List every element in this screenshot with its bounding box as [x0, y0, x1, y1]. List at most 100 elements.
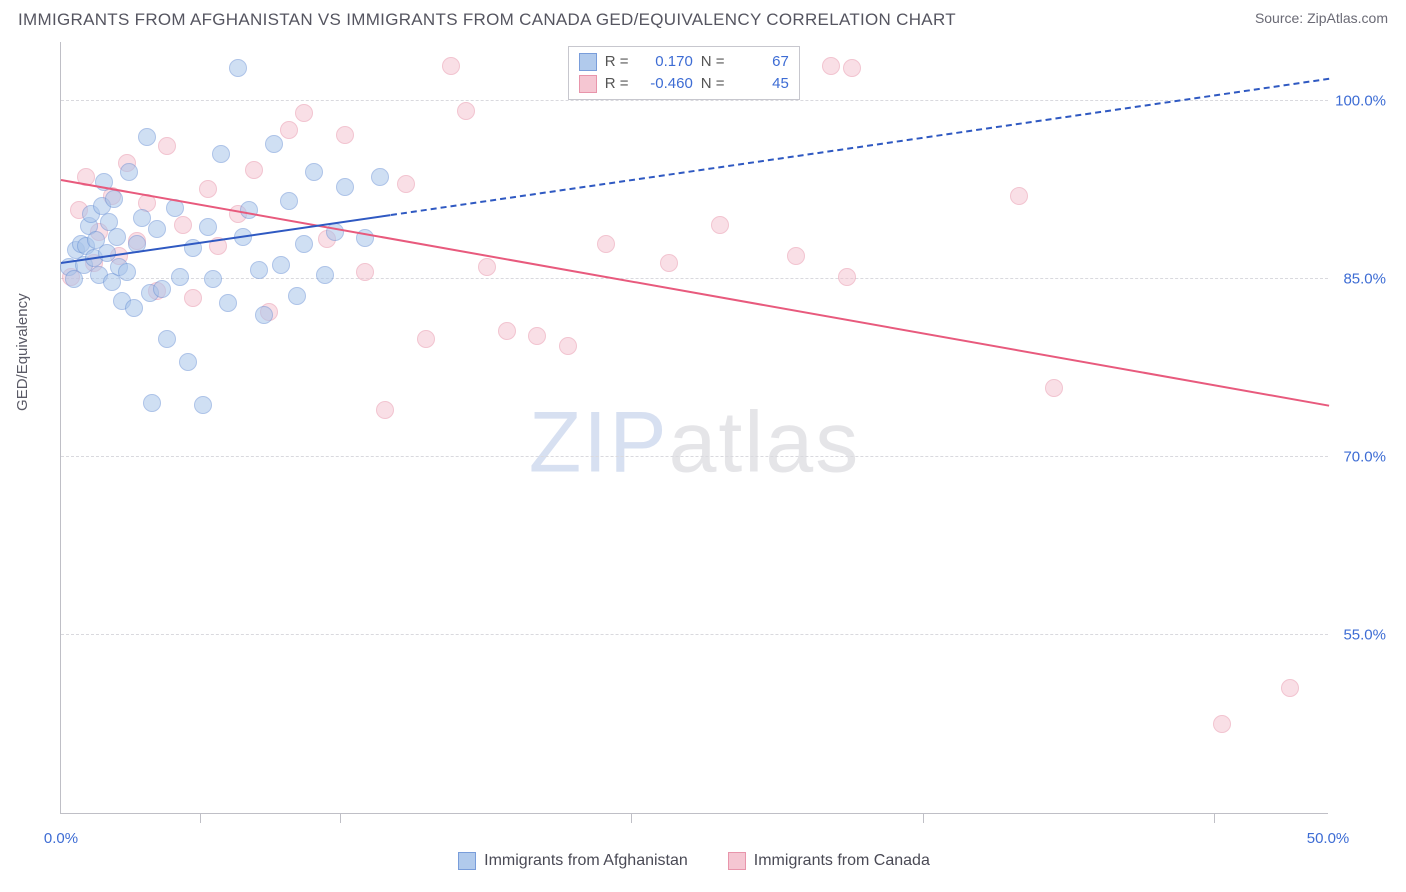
data-point [118, 263, 136, 281]
data-point [280, 121, 298, 139]
bottom-legend: Immigrants from Afghanistan Immigrants f… [60, 848, 1328, 874]
stats-row-series-1: R = 0.170 N = 67 [579, 51, 789, 73]
data-point [838, 268, 856, 286]
data-point [597, 235, 615, 253]
r-value-series-1: 0.170 [641, 51, 693, 73]
data-point [148, 220, 166, 238]
y-tick-label: 70.0% [1343, 449, 1386, 466]
stats-row-series-2: R = -0.460 N = 45 [579, 73, 789, 95]
data-point [212, 145, 230, 163]
data-point [295, 104, 313, 122]
data-point [219, 294, 237, 312]
data-point [245, 161, 263, 179]
swatch-series-1 [579, 53, 597, 71]
data-point [179, 353, 197, 371]
data-point [288, 287, 306, 305]
plot-region: ZIPatlas R = 0.170 N = 67 R = -0.460 N =… [60, 42, 1328, 814]
data-point [158, 137, 176, 155]
data-point [105, 190, 123, 208]
trend-line [391, 78, 1330, 216]
correlation-stats-box: R = 0.170 N = 67 R = -0.460 N = 45 [568, 46, 800, 100]
r-value-series-2: -0.460 [641, 73, 693, 95]
data-point [711, 216, 729, 234]
gridline [61, 100, 1328, 101]
chart-header: IMMIGRANTS FROM AFGHANISTAN VS IMMIGRANT… [0, 0, 1406, 36]
data-point [174, 216, 192, 234]
x-tick [200, 813, 201, 823]
n-value-series-1: 67 [737, 51, 789, 73]
y-tick-label: 55.0% [1343, 627, 1386, 644]
data-point [265, 135, 283, 153]
data-point [442, 57, 460, 75]
data-point [660, 254, 678, 272]
data-point [194, 396, 212, 414]
y-tick-label: 100.0% [1335, 93, 1386, 110]
data-point [255, 306, 273, 324]
data-point [143, 394, 161, 412]
x-tick [923, 813, 924, 823]
x-axis-end-label: 50.0% [1307, 830, 1350, 847]
data-point [158, 330, 176, 348]
data-point [125, 299, 143, 317]
data-point [316, 266, 334, 284]
data-point [498, 322, 516, 340]
data-point [417, 330, 435, 348]
data-point [1281, 679, 1299, 697]
swatch-series-2 [579, 75, 597, 93]
data-point [336, 126, 354, 144]
gridline [61, 456, 1328, 457]
data-point [204, 270, 222, 288]
data-point [397, 175, 415, 193]
data-point [184, 289, 202, 307]
data-point [229, 59, 247, 77]
legend-item-series-1: Immigrants from Afghanistan [458, 852, 688, 870]
legend-label-series-1: Immigrants from Afghanistan [484, 852, 688, 870]
data-point [787, 247, 805, 265]
data-point [559, 337, 577, 355]
data-point [336, 178, 354, 196]
data-point [199, 218, 217, 236]
legend-swatch-series-2 [728, 852, 746, 870]
data-point [250, 261, 268, 279]
data-point [376, 401, 394, 419]
data-point [528, 327, 546, 345]
data-point [1045, 379, 1063, 397]
source-link[interactable]: ZipAtlas.com [1307, 10, 1388, 26]
chart-area: GED/Equivalency ZIPatlas R = 0.170 N = 6… [18, 42, 1388, 874]
data-point [457, 102, 475, 120]
data-point [843, 59, 861, 77]
data-point [108, 228, 126, 246]
legend-item-series-2: Immigrants from Canada [728, 852, 930, 870]
source-attribution: Source: ZipAtlas.com [1255, 10, 1388, 26]
x-axis-start-label: 0.0% [44, 830, 78, 847]
data-point [326, 223, 344, 241]
data-point [371, 168, 389, 186]
data-point [120, 163, 138, 181]
data-point [305, 163, 323, 181]
data-point [199, 180, 217, 198]
data-point [280, 192, 298, 210]
n-value-series-2: 45 [737, 73, 789, 95]
data-point [295, 235, 313, 253]
legend-swatch-series-1 [458, 852, 476, 870]
data-point [171, 268, 189, 286]
x-tick [340, 813, 341, 823]
data-point [478, 258, 496, 276]
x-tick [1214, 813, 1215, 823]
data-point [356, 263, 374, 281]
data-point [138, 128, 156, 146]
y-axis-label: GED/Equivalency [14, 293, 31, 411]
gridline [61, 634, 1328, 635]
data-point [153, 280, 171, 298]
legend-label-series-2: Immigrants from Canada [754, 852, 930, 870]
data-point [1213, 715, 1231, 733]
data-point [822, 57, 840, 75]
y-tick-label: 85.0% [1343, 271, 1386, 288]
x-tick [631, 813, 632, 823]
data-point [1010, 187, 1028, 205]
watermark: ZIPatlas [529, 393, 860, 492]
chart-title: IMMIGRANTS FROM AFGHANISTAN VS IMMIGRANT… [18, 10, 956, 30]
data-point [272, 256, 290, 274]
trend-line [61, 179, 1329, 407]
gridline [61, 278, 1328, 279]
